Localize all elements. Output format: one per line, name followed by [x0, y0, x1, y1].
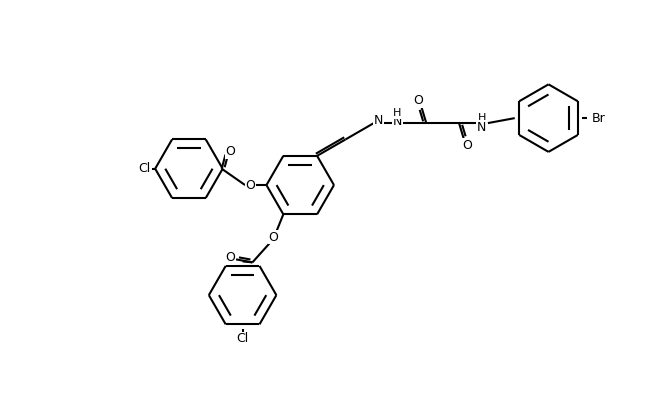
Text: O: O — [269, 231, 279, 244]
Text: N: N — [477, 120, 486, 134]
Text: Cl: Cl — [138, 162, 150, 175]
Text: H: H — [478, 113, 486, 123]
Text: N: N — [374, 114, 383, 127]
Text: O: O — [226, 145, 236, 158]
Text: N: N — [393, 115, 402, 128]
Text: H: H — [393, 108, 402, 118]
Text: Br: Br — [591, 112, 605, 124]
Text: O: O — [225, 251, 235, 264]
Text: O: O — [413, 94, 423, 107]
Text: Cl: Cl — [236, 332, 249, 345]
Text: O: O — [245, 179, 255, 192]
Text: O: O — [462, 139, 472, 152]
